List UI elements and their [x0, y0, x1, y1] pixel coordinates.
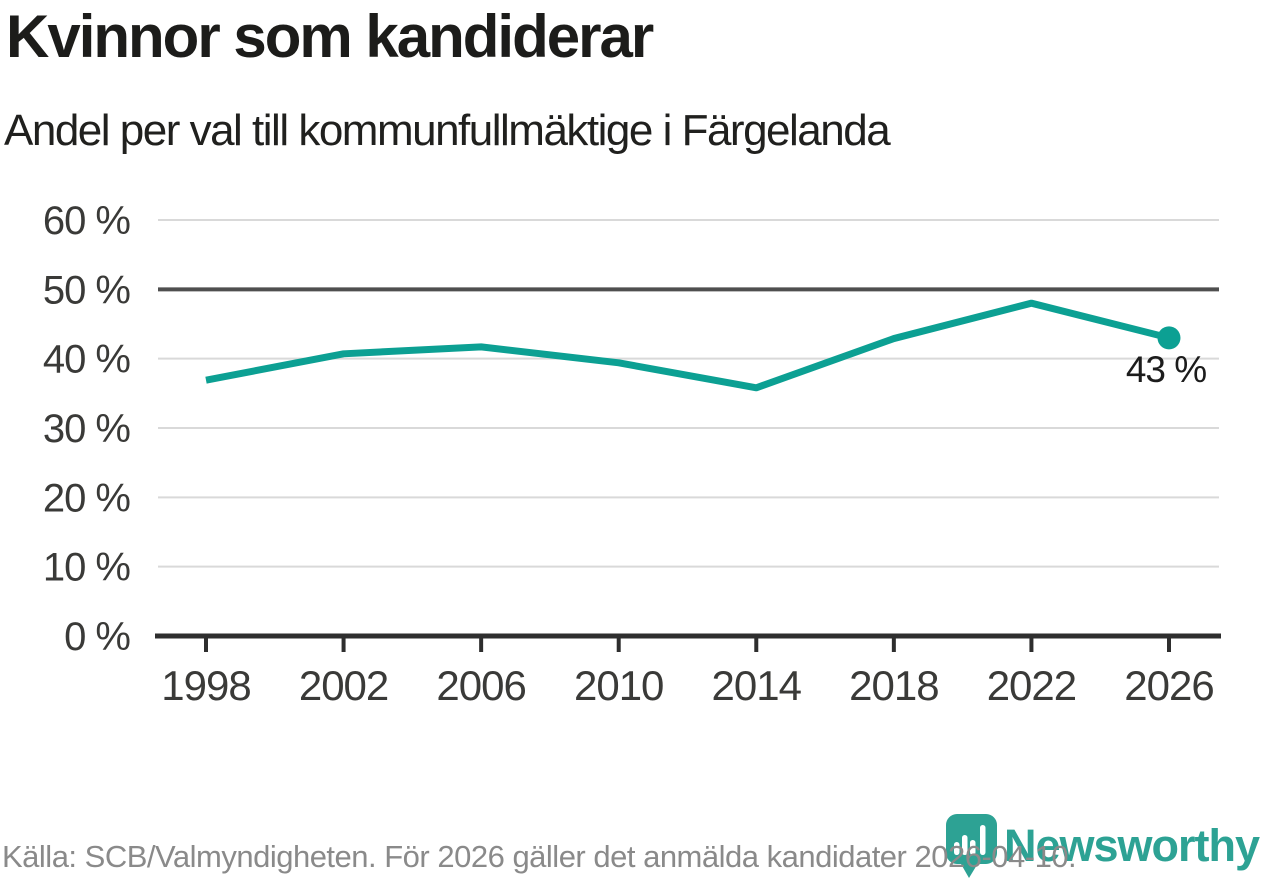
y-tick-label: 10 % — [43, 546, 131, 590]
newsworthy-logo: Newsworthy — [946, 814, 1260, 879]
x-tick-label: 2006 — [436, 662, 525, 709]
newsworthy-pin-icon — [946, 814, 997, 878]
end-point-value-label: 43 % — [1126, 349, 1206, 390]
x-tick-label: 2010 — [574, 662, 663, 709]
x-tick-label: 1998 — [161, 662, 250, 709]
y-tick-label: 50 % — [43, 268, 131, 312]
y-tick-label: 60 % — [43, 199, 131, 243]
y-tick-label: 0 % — [64, 615, 130, 659]
data-line-series — [205, 299, 1170, 392]
y-tick-label: 40 % — [43, 338, 131, 382]
x-tick-label: 2026 — [1124, 662, 1213, 709]
x-tick-label: 2022 — [987, 662, 1076, 709]
y-tick-label: 30 % — [43, 407, 131, 451]
source-note: Källa: SCB/Valmyndigheten. För 2026 gäll… — [2, 839, 1077, 874]
y-tick-label: 20 % — [43, 476, 131, 520]
x-tick-label: 2002 — [299, 662, 388, 709]
x-tick-label: 2014 — [712, 662, 802, 709]
x-tick-label: 2018 — [849, 662, 938, 709]
chart-title: Kvinnor som kandiderar — [6, 3, 654, 70]
newsworthy-wordmark: Newsworthy — [1004, 820, 1260, 871]
data-point-marker-last — [1157, 326, 1181, 350]
chart-subtitle: Andel per val till kommunfullmäktige i F… — [4, 106, 891, 155]
